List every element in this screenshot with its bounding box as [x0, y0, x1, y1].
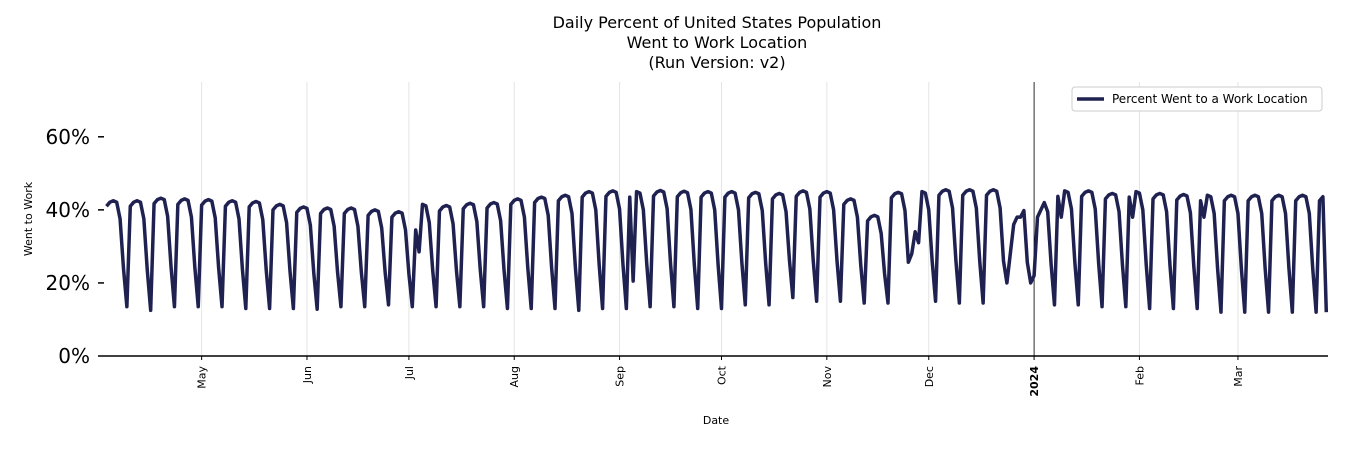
x-axis-ticks: May Jun Jul Aug Sep Oct Nov Dec 2024 Feb Mar: [196, 356, 1245, 397]
x-tick-label: Nov: [821, 366, 834, 388]
x-tick-label: Dec: [923, 366, 936, 387]
x-tick-label: Mar: [1232, 366, 1245, 387]
y-axis-label: Went to Work: [22, 181, 35, 256]
y-tick-label: 20%: [46, 271, 90, 295]
y-tick-label: 0%: [58, 344, 90, 368]
y-tick-label: 60%: [46, 125, 90, 149]
chart-title: Daily Percent of United States Populatio…: [553, 13, 882, 72]
chart-title-line: Went to Work Location: [627, 33, 808, 52]
legend: Percent Went to a Work Location: [1071, 86, 1323, 112]
x-tick-label: 2024: [1028, 366, 1041, 397]
y-tick-label: 40%: [46, 198, 90, 222]
chart-title-line: Daily Percent of United States Populatio…: [553, 13, 882, 32]
series-line: [105, 188, 1329, 314]
x-tick-label: Aug: [508, 366, 521, 387]
legend-label: Percent Went to a Work Location: [1112, 92, 1308, 106]
y-axis-ticks: 0% 20% 40% 60%: [46, 125, 104, 368]
x-axis-label: Date: [703, 414, 730, 427]
x-tick-label: Feb: [1133, 366, 1146, 385]
x-tick-label: Sep: [614, 366, 627, 387]
x-tick-label: Jun: [301, 366, 314, 384]
legend-box: [1071, 86, 1323, 112]
chart-title-line: (Run Version: v2): [648, 53, 785, 72]
x-tick-label: Oct: [715, 365, 728, 385]
x-tick-label: May: [196, 366, 209, 389]
x-tick-label: Jul: [403, 366, 416, 380]
series-layer: [105, 188, 1329, 314]
